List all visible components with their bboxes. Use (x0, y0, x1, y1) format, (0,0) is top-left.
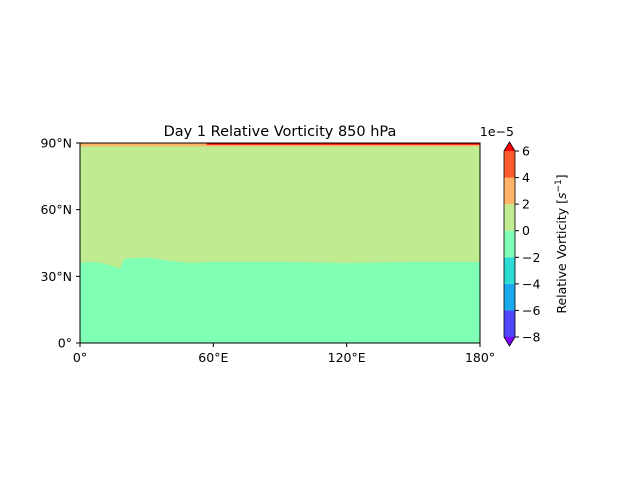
colorbar-tick-label-1: −6 (522, 303, 540, 318)
chart-title: Day 1 Relative Vorticity 850 hPa (164, 124, 397, 140)
x-axis: 0° 60°E 120°E 180° (73, 343, 495, 365)
region-1 (80, 257, 480, 343)
y-tick-label-3: 90°N (40, 136, 72, 151)
x-tick-label-2: 120°E (328, 350, 366, 365)
x-tick-label-3: 180° (465, 350, 495, 365)
x-tick-label-1: 60°E (198, 350, 228, 365)
map-frame (79, 142, 481, 344)
colorbar-segment-3 (504, 230, 515, 258)
colorbar-segment-4 (504, 204, 515, 231)
colorbar-segment-5 (504, 177, 515, 205)
colorbar-tick-label-6: 4 (522, 170, 530, 185)
region-3 (206, 143, 480, 145)
colorbar-tick-label-7: 6 (522, 144, 530, 159)
map-regions (80, 143, 480, 343)
colorbar-tick-label-0: −8 (522, 330, 540, 345)
y-tick-label-1: 30°N (40, 269, 72, 284)
colorbar-tick-label-2: −4 (522, 276, 540, 291)
colorbar-segment-6 (504, 151, 515, 178)
colorbar-tick-label-3: −2 (522, 250, 540, 265)
colorbar-segment-0 (504, 310, 515, 337)
colorbar-segment-1 (504, 283, 515, 311)
colorbar-tick-label-4: 0 (522, 223, 530, 238)
colorbar: −8 −6 −4 −2 0 2 4 6 (503, 141, 540, 347)
colorbar-label: Relative Vorticity [s−1] (554, 174, 569, 313)
colorbar-scale-label: 1e−5 (480, 124, 514, 139)
y-tick-label-0: 0° (58, 336, 72, 351)
y-axis: 0° 30°N 60°N 90°N (40, 136, 80, 351)
y-tick-label-2: 60°N (40, 202, 72, 217)
x-tick-label-0: 0° (73, 350, 87, 365)
colorbar-segment-2 (504, 257, 515, 284)
colorbar-tick-label-5: 2 (522, 197, 530, 212)
colorbar-under-arrow (504, 337, 515, 346)
colorbar-over-arrow (504, 142, 515, 151)
